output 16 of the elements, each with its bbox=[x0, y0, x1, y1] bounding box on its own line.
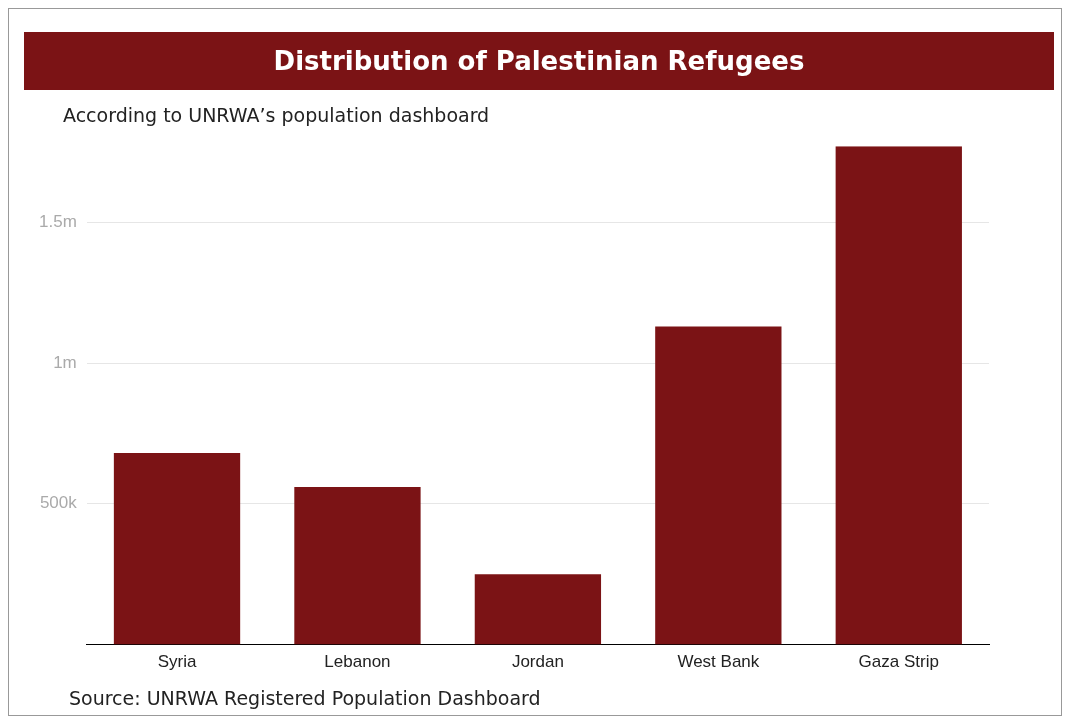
bar bbox=[113, 453, 241, 645]
bar bbox=[835, 146, 962, 645]
bar bbox=[294, 486, 421, 645]
y-tick-label: 1m bbox=[53, 352, 77, 372]
source-note: Source: UNRWA Registered Population Dashboard bbox=[69, 687, 542, 709]
x-tick-label: Lebanon bbox=[324, 652, 391, 672]
bar bbox=[474, 574, 602, 645]
y-tick-label: 500k bbox=[39, 493, 78, 513]
x-tick-label: Syria bbox=[157, 652, 197, 672]
x-tick-label: Gaza Strip bbox=[858, 652, 939, 672]
y-tick-label: 1.5m bbox=[39, 211, 77, 231]
x-tick-label: Jordan bbox=[511, 652, 564, 672]
x-tick-label: West Bank bbox=[677, 652, 760, 672]
bar bbox=[655, 326, 782, 645]
chart-subtitle: According to UNRWA’s population dashboard bbox=[63, 104, 491, 126]
chart-title: Distribution of Palestinian Refugees bbox=[24, 32, 1054, 90]
